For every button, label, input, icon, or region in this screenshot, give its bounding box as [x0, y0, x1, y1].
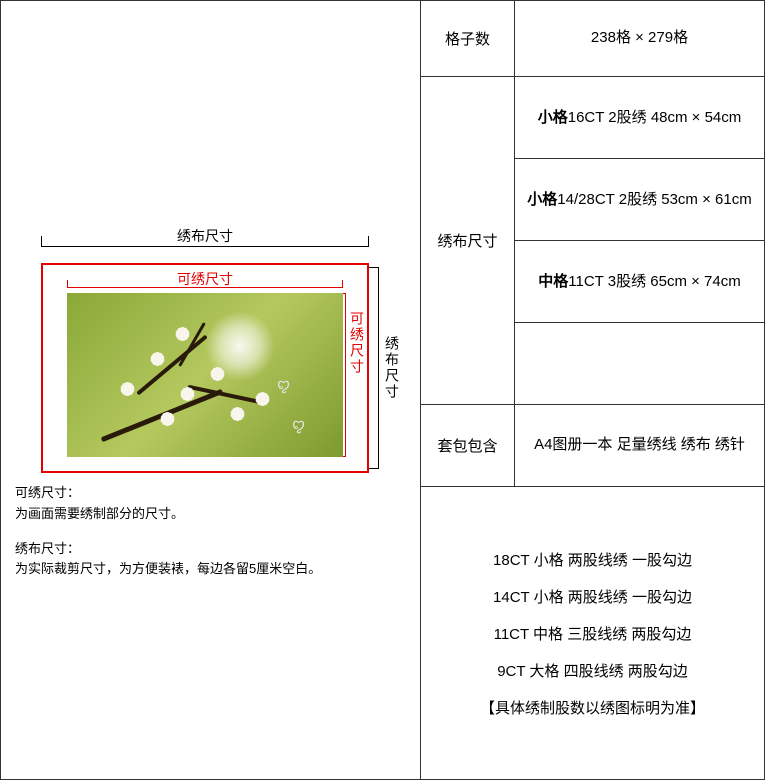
fabric-size-item: 中格11CT 3股绣 65cm × 74cm [515, 241, 764, 323]
instruction-line: 14CT 小格 两股线绣 一股勾边 [493, 586, 692, 607]
instruction-line: 【具体绣制股数以绣图标明为准】 [480, 697, 705, 718]
notes: 可绣尺寸： 为画面需要绣制部分的尺寸。 绣布尺寸： 为实际裁剪尺寸，为方便装裱，… [15, 483, 406, 594]
instruction-line: 9CT 大格 四股线绣 两股勾边 [497, 660, 688, 681]
value-cell: A4图册一本 足量绣线 绣布 绣针 [515, 405, 764, 486]
inner-width-label: 可绣尺寸 [41, 269, 369, 289]
fabric-size-item [515, 323, 764, 404]
row-kit-contents: 套包包含 A4图册一本 足量绣线 绣布 绣针 [421, 405, 764, 487]
outer-width-bracket: 绣布尺寸 [41, 226, 369, 248]
outer-height-bracket: 绣布尺寸 [378, 267, 396, 469]
note-fabric-size: 绣布尺寸： 为实际裁剪尺寸，为方便装裱，每边各留5厘米空白。 [15, 539, 406, 581]
label-cell: 绣布尺寸 [421, 77, 515, 404]
product-spec-layout: 绣布尺寸 绣布尺寸 可绣尺寸 可绣尺寸 [0, 0, 765, 780]
fabric-size-list: 小格16CT 2股绣 48cm × 54cm 小格14/28CT 2股绣 53c… [515, 77, 764, 404]
butterfly-icon: ꨄ [292, 413, 308, 425]
note-title: 可绣尺寸： [15, 483, 406, 504]
stitch-instructions: 18CT 小格 两股线绣 一股勾边 14CT 小格 两股线绣 一股勾边 11CT… [421, 487, 764, 779]
inner-height-label: 可绣尺寸 [347, 311, 367, 431]
outer-width-label: 绣布尺寸 [41, 226, 369, 246]
value-cell: 238格 × 279格 [515, 1, 764, 76]
butterfly-icon: ꨄ [277, 373, 293, 385]
note-title: 绣布尺寸： [15, 539, 406, 560]
note-embroiderable-size: 可绣尺寸： 为画面需要绣制部分的尺寸。 [15, 483, 406, 525]
label-cell: 格子数 [421, 1, 515, 76]
instruction-line: 18CT 小格 两股线绣 一股勾边 [493, 549, 692, 570]
note-body: 为实际裁剪尺寸，为方便装裱，每边各留5厘米空白。 [15, 559, 406, 580]
size-diagram: 绣布尺寸 绣布尺寸 可绣尺寸 可绣尺寸 [15, 11, 406, 481]
row-grid-count: 格子数 238格 × 279格 [421, 1, 764, 77]
outer-height-label: 绣布尺寸 [382, 336, 402, 400]
note-body: 为画面需要绣制部分的尺寸。 [15, 504, 406, 525]
fabric-size-item: 小格14/28CT 2股绣 53cm × 61cm [515, 159, 764, 241]
product-image: ꨄ ꨄ [67, 293, 343, 457]
instruction-line: 11CT 中格 三股线绣 两股勾边 [494, 623, 692, 644]
left-panel: 绣布尺寸 绣布尺寸 可绣尺寸 可绣尺寸 [1, 1, 421, 779]
fabric-size-item: 小格16CT 2股绣 48cm × 54cm [515, 77, 764, 159]
row-fabric-sizes: 绣布尺寸 小格16CT 2股绣 48cm × 54cm 小格14/28CT 2股… [421, 77, 764, 405]
label-cell: 套包包含 [421, 405, 515, 486]
right-panel: 格子数 238格 × 279格 绣布尺寸 小格16CT 2股绣 48cm × 5… [421, 1, 764, 779]
